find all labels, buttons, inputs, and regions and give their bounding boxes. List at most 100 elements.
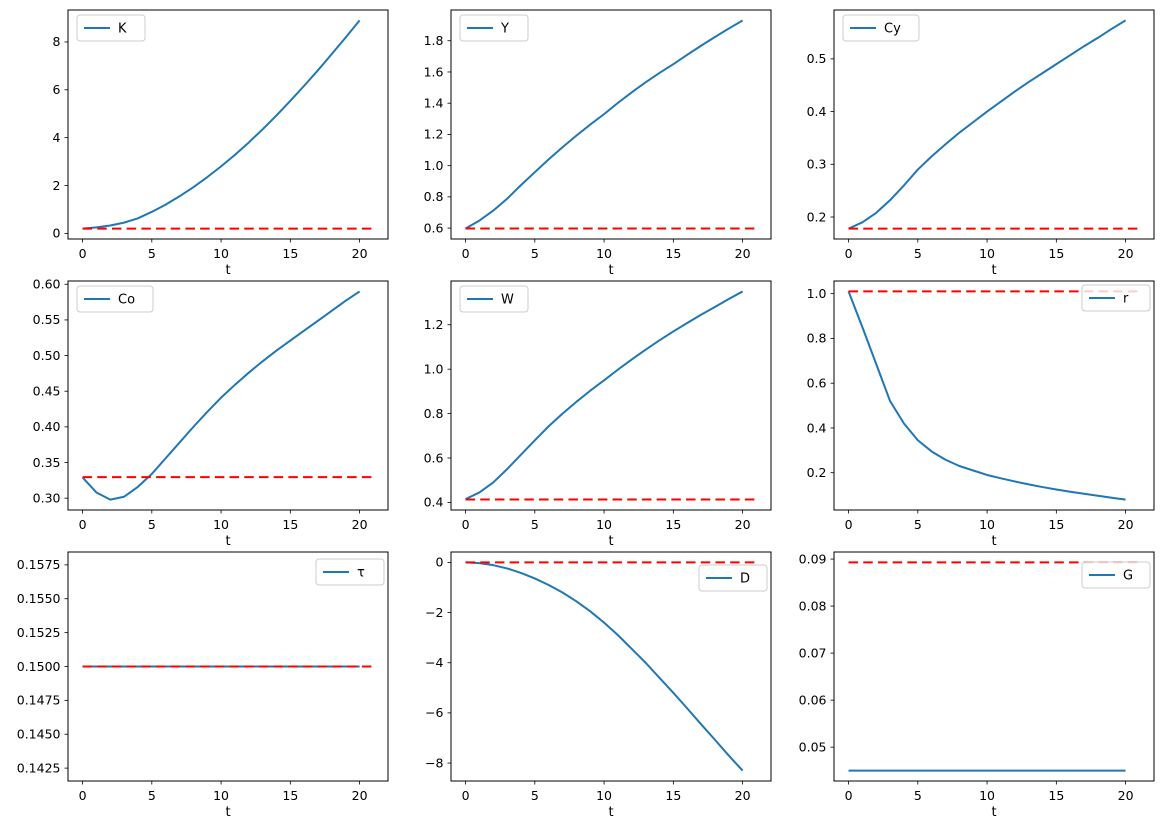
x-tick-label: 0 <box>79 788 87 803</box>
legend: Co <box>76 285 154 313</box>
subplot-Cy: 0 5 10 15 20 0.2 0.3 0.4 0.5 t Cy <box>807 9 1155 278</box>
y-tick-label: 0.55 <box>33 312 61 327</box>
y-tick-label: 0.8 <box>424 189 444 204</box>
x-tick-label: 0 <box>845 788 853 803</box>
x-tick-label: 0 <box>79 517 87 532</box>
legend-label: τ <box>357 566 365 581</box>
x-axis-label: t <box>608 534 613 549</box>
subplot-Y: 0 5 10 15 20 0.6 0.8 1.0 1.2 1.4 1.6 1.8 t Y <box>424 9 772 278</box>
legend-label: Cy <box>884 22 901 37</box>
y-tick-label: 0.3 <box>807 157 827 172</box>
legend-box <box>1081 561 1151 589</box>
legend: Cy <box>842 14 920 42</box>
y-tick-label: −4 <box>425 655 443 670</box>
x-tick-label: 20 <box>352 517 368 532</box>
axes-spines <box>833 551 1155 782</box>
y-tick-label: 0.1425 <box>17 760 61 775</box>
legend: G <box>1081 561 1151 589</box>
x-tick-label: 20 <box>735 246 751 261</box>
x-tick-label: 15 <box>282 246 298 261</box>
y-tick-label: 0.45 <box>33 384 61 399</box>
x-tick-label: 5 <box>148 517 156 532</box>
x-tick-label: 5 <box>531 246 539 261</box>
y-tick-label: 1.0 <box>424 361 444 376</box>
y-tick-label: 0.4 <box>807 420 827 435</box>
y-tick-label: 1.2 <box>424 127 444 142</box>
x-axis-label: t <box>991 263 996 278</box>
x-tick-label: 5 <box>148 788 156 803</box>
y-tick-label: 0.40 <box>33 419 61 434</box>
x-tick-label: 15 <box>282 517 298 532</box>
y-tick-label: 0.2 <box>807 465 827 480</box>
x-tick-label: 0 <box>79 246 87 261</box>
x-tick-label: 5 <box>148 246 156 261</box>
subplot-r: 0 5 10 15 20 0.2 0.4 0.6 0.8 1.0 t r <box>807 280 1155 549</box>
y-tick-label: 0.35 <box>33 455 61 470</box>
legend: W <box>459 285 529 313</box>
series-line-r <box>847 291 1126 501</box>
x-tick-label: 0 <box>845 246 853 261</box>
axes-spines <box>67 551 389 782</box>
y-tick-label: 8 <box>53 34 61 49</box>
subplot-G: 0 5 10 15 20 0.05 0.06 0.07 0.08 0.09 t G <box>799 551 1155 820</box>
x-tick-label: 0 <box>462 788 470 803</box>
x-tick-label: 10 <box>596 788 612 803</box>
y-tick-label: 0.1500 <box>17 659 61 674</box>
y-tick-label: 1.4 <box>424 95 444 110</box>
x-tick-label: 10 <box>979 517 995 532</box>
y-tick-label: 0.4 <box>807 104 827 119</box>
y-tick-label: 1.0 <box>807 286 827 301</box>
x-tick-label: 0 <box>462 517 470 532</box>
y-tick-label: 0.1525 <box>17 625 61 640</box>
legend-label: Co <box>118 293 135 308</box>
y-tick-label: 0 <box>436 555 444 570</box>
axes-spines <box>450 551 772 782</box>
y-tick-label: 0.6 <box>424 220 444 235</box>
x-tick-label: 0 <box>845 517 853 532</box>
x-tick-label: 5 <box>531 517 539 532</box>
legend: K <box>76 14 146 42</box>
y-tick-label: 0.2 <box>807 209 827 224</box>
legend: D <box>698 564 768 592</box>
y-tick-label: −2 <box>425 605 443 620</box>
legend-label: G <box>1123 569 1133 584</box>
x-tick-label: 10 <box>213 788 229 803</box>
series-line-Y <box>465 19 744 230</box>
y-tick-label: 0.6 <box>424 450 444 465</box>
y-tick-label: 0.1575 <box>17 557 61 572</box>
legend-box <box>315 558 385 586</box>
x-axis-label: t <box>225 263 230 278</box>
legend-label: D <box>740 572 750 587</box>
y-tick-label: 1.2 <box>424 317 444 332</box>
y-tick-label: 0.8 <box>424 406 444 421</box>
series-line-K <box>82 19 361 230</box>
legend-label: r <box>1123 292 1129 307</box>
x-tick-label: 20 <box>1118 246 1134 261</box>
y-tick-label: 0.30 <box>33 490 61 505</box>
axes-spines <box>67 280 389 511</box>
legend: τ <box>315 558 385 586</box>
subplot-τ: 0 5 10 15 20 0.1425 0.1450 0.1475 0.1500 0.1525 0.… <box>17 551 389 820</box>
y-tick-label: 0.08 <box>799 598 827 613</box>
x-tick-label: 15 <box>1048 788 1064 803</box>
series-line-Co <box>81 290 361 501</box>
y-tick-label: 0.07 <box>799 645 827 660</box>
y-tick-label: 1.6 <box>424 64 444 79</box>
y-tick-label: 0.50 <box>33 348 61 363</box>
x-axis-label: t <box>225 805 230 820</box>
x-tick-label: 20 <box>352 246 368 261</box>
subplot-K: 0 5 10 15 20 0 2 4 6 8 t K <box>53 9 389 278</box>
y-tick-label: 2 <box>53 178 61 193</box>
y-tick-label: 0.8 <box>807 331 827 346</box>
y-tick-label: 1.8 <box>424 33 444 48</box>
y-tick-label: 0.05 <box>799 739 827 754</box>
y-tick-label: 0.6 <box>807 375 827 390</box>
y-tick-label: 0.1450 <box>17 727 61 742</box>
y-tick-label: 0.60 <box>33 277 61 292</box>
y-tick-label: 0.1550 <box>17 591 61 606</box>
x-tick-label: 20 <box>735 788 751 803</box>
x-tick-label: 5 <box>914 517 922 532</box>
axes-spines <box>833 280 1155 511</box>
y-tick-label: 0.1475 <box>17 693 61 708</box>
